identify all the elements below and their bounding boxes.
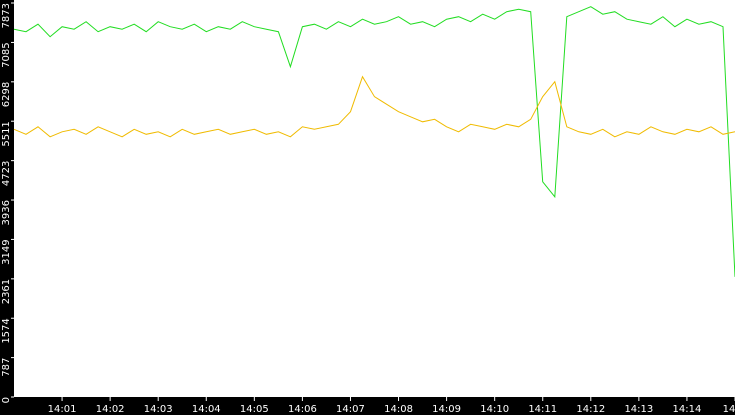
x-tick-label: 14:08 bbox=[384, 404, 413, 415]
x-tick-label: 14:03 bbox=[144, 404, 173, 415]
x-tick-label: 14:11 bbox=[528, 404, 557, 415]
y-tick-label: 787 bbox=[1, 358, 12, 377]
y-tick-label: 6298 bbox=[1, 82, 12, 107]
x-tick-label: 14:09 bbox=[432, 404, 461, 415]
x-tick-label: 14:05 bbox=[240, 404, 269, 415]
x-tick-label: 14 bbox=[723, 404, 735, 415]
x-tick-label: 14:04 bbox=[192, 404, 221, 415]
x-tick-label: 14:02 bbox=[96, 404, 125, 415]
y-tick-label: 2361 bbox=[1, 279, 12, 304]
x-tick-label: 14:12 bbox=[576, 404, 605, 415]
y-tick-label: 7085 bbox=[1, 42, 12, 67]
series-line bbox=[13, 75, 735, 138]
y-tick-label: 0 bbox=[1, 397, 12, 403]
x-tick-label: 14:06 bbox=[288, 404, 317, 415]
y-tick-label: 1574 bbox=[1, 318, 12, 343]
y-axis-band bbox=[0, 0, 14, 415]
x-axis-band bbox=[0, 397, 735, 415]
series-line bbox=[13, 6, 735, 277]
x-tick-label: 14:13 bbox=[624, 404, 653, 415]
y-tick-label: 3936 bbox=[1, 200, 12, 225]
x-tick-label: 14:14 bbox=[673, 404, 702, 415]
x-tick-label: 14:07 bbox=[336, 404, 365, 415]
x-tick-label: 14:01 bbox=[48, 404, 77, 415]
y-tick-label: 4723 bbox=[1, 161, 12, 186]
x-tick-label: 14:10 bbox=[480, 404, 509, 415]
y-tick-label: 3149 bbox=[1, 239, 12, 264]
y-tick-label: 5511 bbox=[1, 121, 12, 146]
y-tick-label: 7873 bbox=[1, 3, 12, 28]
